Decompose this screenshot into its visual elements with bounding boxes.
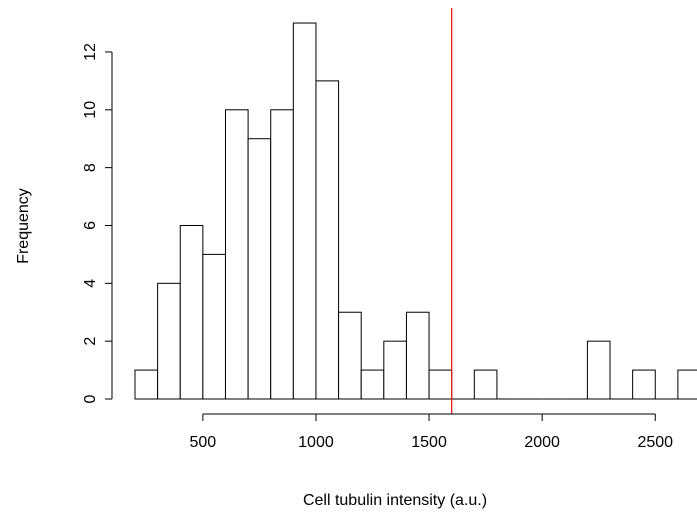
histogram-bar [157,282,181,400]
y-tick-label: 0 [82,394,99,403]
y-tick-label: 2 [82,337,99,346]
histogram-bar [405,311,430,400]
histogram-bar [428,369,453,400]
histogram-bar [383,340,407,400]
histogram-bar [202,253,226,400]
x-axis: 500 1000 1500 2000 2500 [190,413,673,451]
x-tick-label: 500 [190,434,217,451]
x-tick-label: 1000 [298,434,334,451]
y-tick-label: 4 [82,279,99,288]
histogram-bar [677,369,697,400]
histogram-bars [134,22,697,400]
x-axis-label: Cell tubulin intensity (a.u.) [303,492,487,509]
histogram-bar [292,22,317,400]
x-tick-label: 2000 [524,434,560,451]
y-tick-label: 8 [82,163,99,172]
y-tick-label: 12 [82,43,99,61]
histogram-bar [247,138,272,400]
y-tick-label: 10 [82,101,99,119]
histogram-bar [360,369,385,400]
histogram-bar [473,369,498,400]
histogram-bar [224,109,249,400]
histogram-bar [586,340,611,400]
y-axis-label: Frequency [15,188,32,264]
histogram-bar [270,109,294,400]
y-axis: 0 2 4 6 8 10 12 [82,43,113,403]
histogram-bar [134,369,159,400]
y-tick-label: 6 [82,221,99,230]
histogram-bar [632,369,656,400]
histogram-bar [179,224,204,400]
histogram-bar [338,311,362,400]
x-tick-label: 2500 [637,434,673,451]
histogram-bar [315,80,340,400]
x-tick-label: 1500 [411,434,447,451]
